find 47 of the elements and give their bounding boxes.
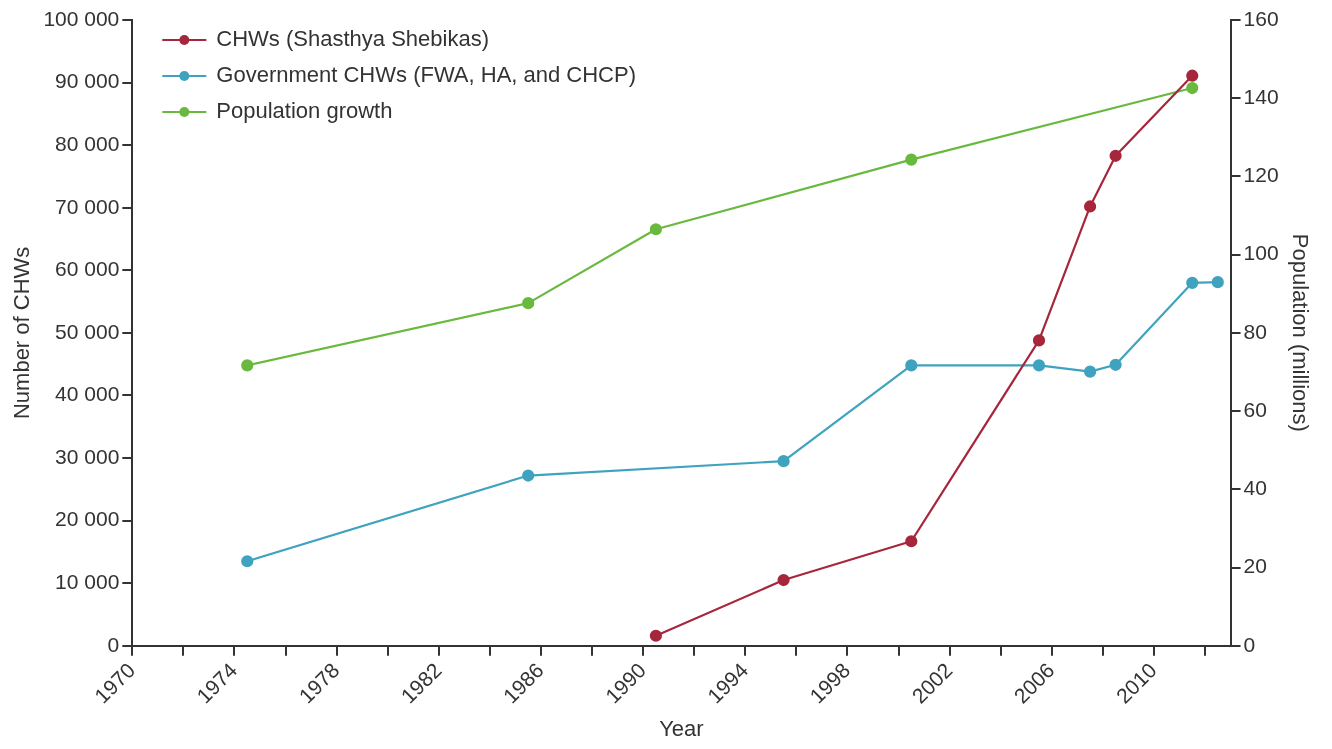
point — [905, 153, 918, 166]
point — [1186, 69, 1199, 82]
y-tick-label: 10 000 — [55, 569, 120, 593]
point — [522, 469, 535, 482]
point — [1083, 200, 1097, 213]
y-tick-label: 30 000 — [55, 444, 120, 468]
y2-tick-label: 60 — [1243, 397, 1267, 421]
y2-tick-label: 40 — [1243, 476, 1267, 500]
point — [777, 573, 790, 587]
point — [1109, 358, 1122, 371]
y2-tick-label: 120 — [1243, 163, 1279, 187]
point — [1186, 81, 1199, 95]
y2-axis-title: Population (millions) — [1287, 233, 1313, 432]
point — [1109, 149, 1122, 162]
y-tick-label: 80 000 — [55, 131, 120, 155]
point — [241, 359, 254, 372]
y2-tick-label: 80 — [1243, 319, 1267, 343]
point — [1083, 365, 1097, 378]
y-tick-label: 40 000 — [55, 382, 120, 406]
legend-label: Population growth — [216, 98, 393, 124]
y-tick-label: 70 000 — [55, 194, 120, 218]
point — [1032, 334, 1046, 347]
y-tick-label: 90 000 — [55, 69, 120, 93]
point — [1211, 276, 1224, 289]
legend-label: Government CHWs (FWA, HA, and CHCP) — [216, 62, 637, 88]
point — [649, 629, 662, 642]
point — [522, 297, 535, 310]
point — [1186, 276, 1199, 289]
y-tick-label: 0 — [107, 632, 120, 656]
point — [905, 535, 918, 548]
y2-tick-label: 100 — [1243, 241, 1279, 265]
y2-tick-label: 0 — [1243, 632, 1256, 656]
y-tick-label: 60 000 — [55, 257, 120, 281]
point — [1032, 359, 1046, 372]
legend-label: CHWs (Shasthya Shebikas) — [216, 26, 489, 52]
y2-tick-label: 160 — [1243, 6, 1279, 30]
point — [649, 223, 662, 236]
y-tick-label: 100 000 — [43, 6, 120, 30]
y2-tick-label: 140 — [1243, 85, 1279, 109]
y-tick-label: 50 000 — [55, 319, 120, 343]
y-axis-title: Number of CHWs — [9, 246, 35, 420]
point — [241, 555, 254, 568]
y2-tick-label: 20 — [1243, 554, 1267, 578]
x-axis-title: Year — [659, 715, 704, 741]
point — [777, 455, 790, 468]
point — [905, 359, 918, 372]
y-tick-label: 20 000 — [55, 507, 120, 531]
